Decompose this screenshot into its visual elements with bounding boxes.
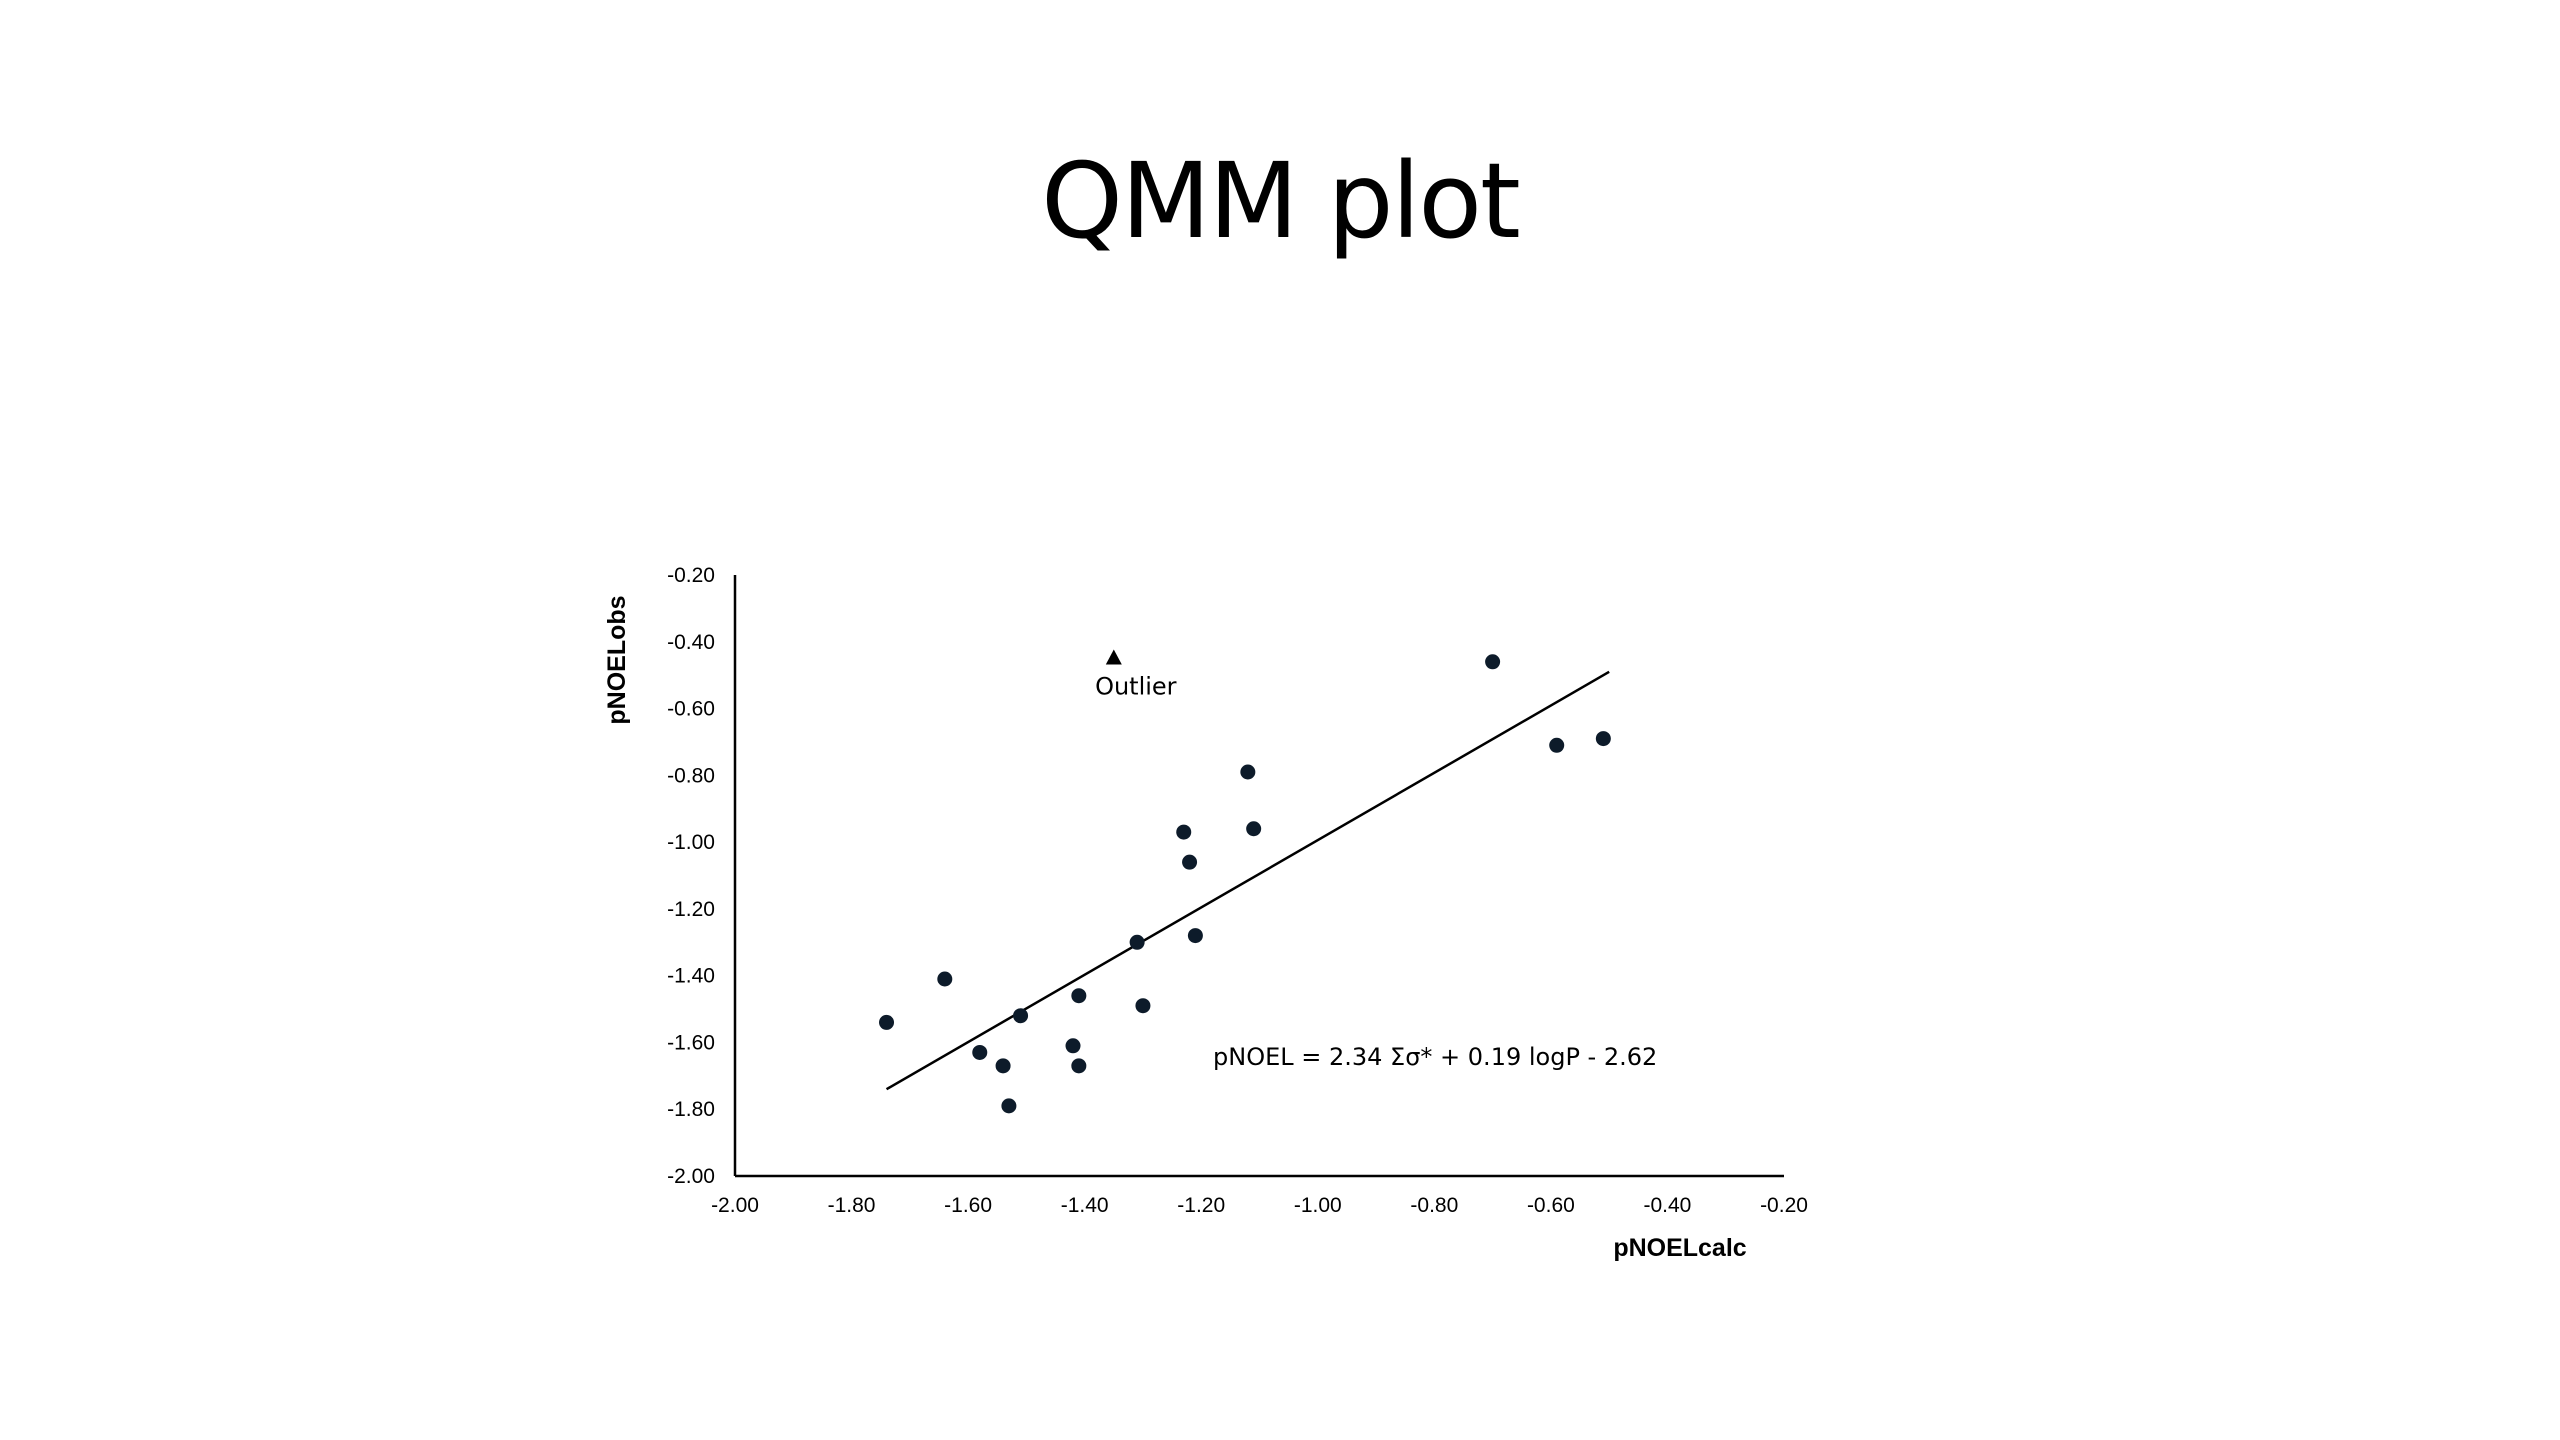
- data-point: [1129, 934, 1145, 950]
- data-points: [879, 654, 1611, 1114]
- x-tick-label: -1.60: [944, 1194, 992, 1217]
- y-tick-label: -0.20: [667, 564, 715, 587]
- data-point: [879, 1014, 895, 1030]
- data-point: [1246, 821, 1262, 837]
- x-axis-title: pNOELcalc: [1613, 1234, 1746, 1262]
- x-tick-label: -0.20: [1760, 1194, 1808, 1217]
- x-tick-label: -1.40: [1061, 1194, 1109, 1217]
- y-tick-label: -2.00: [667, 1165, 715, 1188]
- data-point: [1013, 1008, 1029, 1024]
- x-tick-label: -0.40: [1644, 1194, 1692, 1217]
- regression-line: [885, 670, 1610, 1091]
- y-tick-labels: -2.00 -1.80 -1.60 -1.40 -1.20 -1.00 -0.80 -0.60…: [667, 564, 715, 1188]
- data-point: [937, 971, 953, 987]
- slide-title: QMM plot: [1041, 140, 1521, 262]
- y-tick-label: -1.00: [667, 831, 715, 854]
- data-point: [1071, 988, 1087, 1004]
- outlier-label: Outlier: [1095, 672, 1177, 700]
- data-point: [972, 1044, 988, 1060]
- y-tick-label: -1.80: [667, 1098, 715, 1121]
- data-point: [1549, 737, 1565, 753]
- data-point: [1001, 1098, 1017, 1114]
- data-point: [995, 1058, 1011, 1074]
- y-tick-label: -1.40: [667, 965, 715, 988]
- outlier-marker: [1105, 649, 1122, 665]
- y-axis-title: pNOELobs: [603, 595, 631, 724]
- x-tick-label: -2.00: [711, 1194, 759, 1217]
- x-tick-label: -0.80: [1410, 1194, 1458, 1217]
- x-tick-label: -1.00: [1294, 1194, 1342, 1217]
- y-tick-label: -1.20: [667, 898, 715, 921]
- data-point: [1071, 1058, 1087, 1074]
- data-point: [1187, 928, 1203, 944]
- y-tick-label: -0.60: [667, 698, 715, 721]
- x-tick-label: -0.60: [1527, 1194, 1575, 1217]
- x-tick-labels: -2.00 -1.80 -1.60 -1.40 -1.20 -1.00 -0.80 -0.60…: [711, 1194, 1808, 1217]
- data-point: [1065, 1038, 1081, 1054]
- data-point: [1135, 998, 1151, 1014]
- y-tick-label: -0.80: [667, 764, 715, 787]
- x-tick-label: -1.20: [1177, 1194, 1225, 1217]
- y-tick-label: -0.40: [667, 631, 715, 654]
- data-point: [1485, 654, 1501, 670]
- equation-label: pNOEL = 2.34 Σσ* + 0.19 logP - 2.62: [1213, 1043, 1657, 1071]
- data-point: [1176, 824, 1192, 840]
- x-tick-label: -1.80: [828, 1194, 876, 1217]
- data-point: [1182, 854, 1198, 870]
- data-point: [1240, 764, 1256, 780]
- axes: [733, 575, 1784, 1178]
- data-point: [1595, 731, 1611, 747]
- y-tick-label: -1.60: [667, 1031, 715, 1054]
